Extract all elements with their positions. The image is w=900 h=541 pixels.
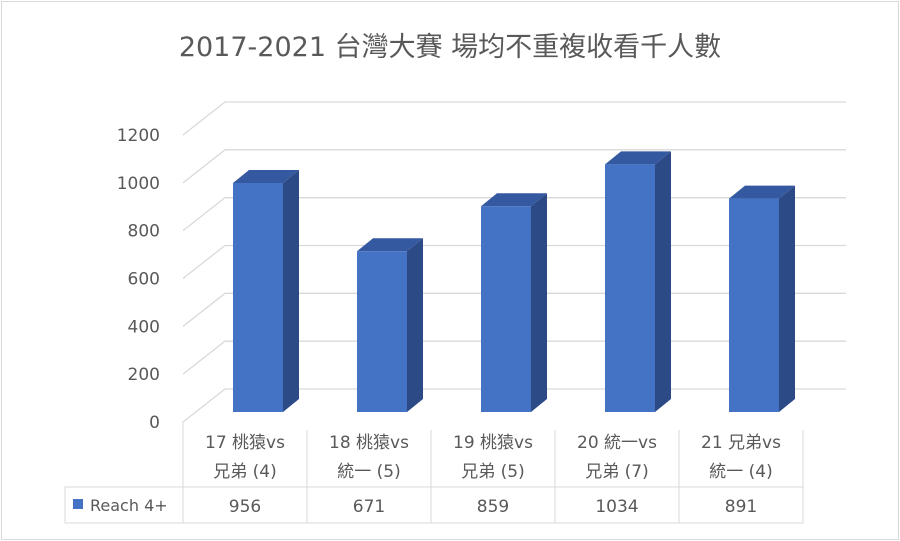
bar — [729, 198, 779, 412]
x-category-label: 兄弟 (4) — [213, 462, 276, 482]
y-tick-label: 400 — [128, 317, 160, 337]
x-category-label: 統一 (5) — [337, 462, 400, 482]
data-label: 859 — [477, 497, 509, 517]
bar-side — [779, 185, 795, 412]
bar-side — [283, 170, 299, 412]
chart-title: 2017-2021 台灣大賽 場均不重複收看千人數 — [179, 32, 721, 63]
bar-top — [357, 238, 423, 252]
bar-top — [481, 193, 547, 207]
y-tick-label: 600 — [128, 270, 160, 290]
bar-side — [655, 151, 671, 412]
bar-top — [233, 170, 299, 183]
x-category-label: 兄弟 (5) — [461, 462, 524, 482]
bar-side — [531, 193, 547, 412]
bar-side — [407, 238, 423, 412]
data-label: 891 — [725, 497, 757, 517]
bar — [481, 206, 531, 412]
x-category-label: 統一 (4) — [709, 462, 772, 482]
bar — [605, 164, 655, 412]
data-label: 671 — [353, 497, 385, 517]
legend-key — [73, 499, 83, 509]
x-category-label: 18 桃猿vs — [329, 433, 409, 453]
x-category-label: 19 桃猿vs — [453, 433, 533, 453]
bar — [357, 251, 407, 412]
x-category-label: 17 桃猿vs — [205, 433, 285, 453]
bar-top — [729, 185, 795, 199]
y-tick-label: 200 — [128, 365, 160, 385]
gridline — [182, 149, 846, 184]
bar-top — [605, 151, 671, 165]
bar — [233, 183, 283, 412]
data-label: 956 — [229, 497, 261, 517]
x-category-label: 21 兄弟vs — [701, 433, 781, 453]
y-tick-label: 800 — [128, 222, 160, 242]
y-tick-label: 1200 — [117, 126, 160, 146]
x-category-label: 20 統一vs — [577, 433, 657, 453]
y-tick-label: 1000 — [117, 174, 160, 194]
data-label: 1034 — [595, 497, 638, 517]
x-category-label: 兄弟 (7) — [585, 462, 648, 482]
legend-label: Reach 4+ — [90, 496, 168, 515]
gridline — [182, 101, 846, 136]
y-tick-label: 0 — [149, 413, 160, 433]
